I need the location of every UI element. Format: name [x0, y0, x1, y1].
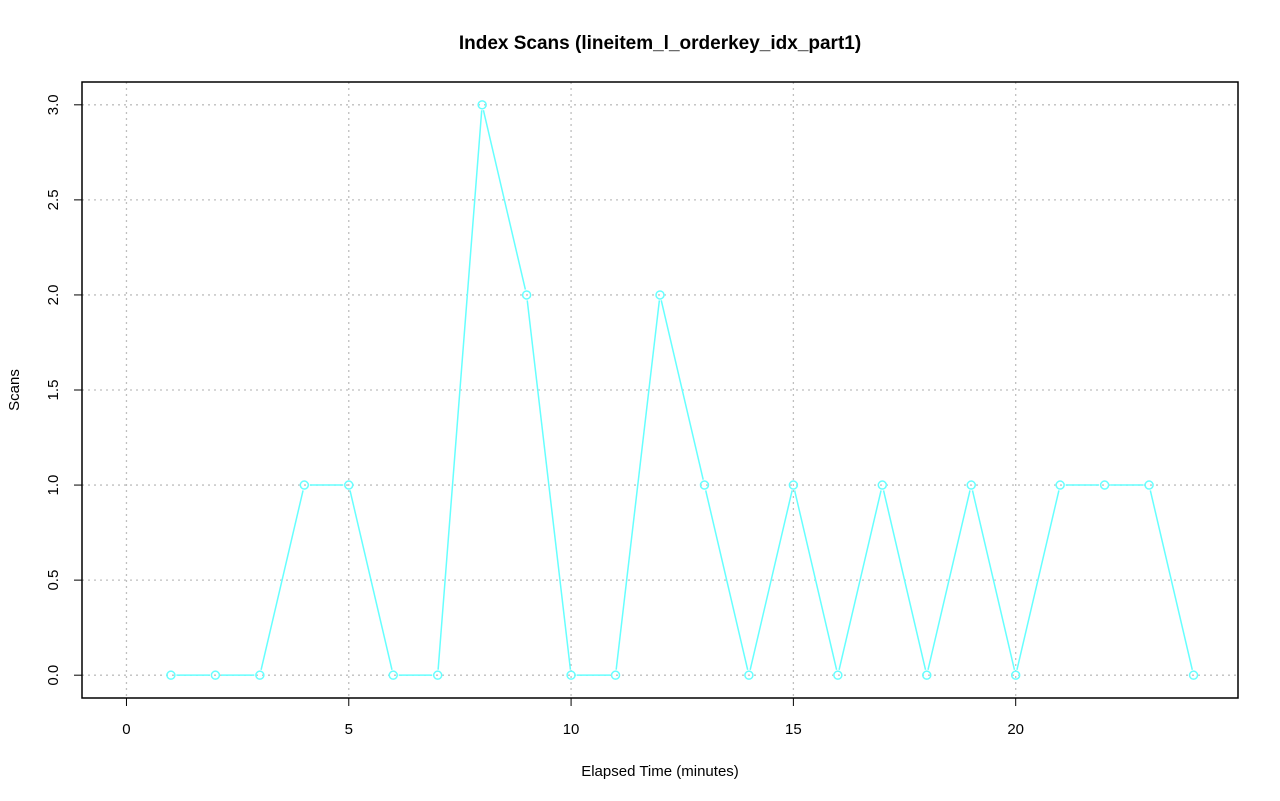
series-line-segment: [526, 300, 572, 670]
chart-title: Index Scans (lineitem_l_orderkey_idx_par…: [459, 33, 861, 54]
series-line-segment: [482, 109, 527, 290]
x-tick-label: 0: [122, 721, 130, 738]
data-point: [299, 480, 310, 490]
series-line-segment: [971, 490, 1016, 671]
series-layer: [166, 100, 1199, 680]
y-tick-label: 2.0: [45, 285, 62, 306]
data-point: [432, 670, 443, 680]
data-point: [1188, 670, 1199, 680]
data-point: [966, 480, 976, 490]
series-line-segment: [927, 490, 971, 671]
x-tick-label: 5: [345, 721, 353, 738]
data-point: [1144, 480, 1154, 490]
data-point: [788, 480, 799, 490]
data-point: [521, 290, 532, 300]
x-axis: 0 5 10 15 20: [122, 698, 1024, 738]
y-tick-label: 1.0: [45, 475, 62, 496]
y-tick-label: 0.0: [45, 665, 62, 686]
data-point: [388, 670, 398, 680]
series-line-segment: [349, 490, 393, 671]
data-point: [922, 670, 932, 680]
series-line-segment: [660, 300, 704, 480]
data-point: [1010, 670, 1021, 680]
series-line-segment: [793, 490, 838, 671]
series-line-segment: [882, 490, 927, 671]
data-point: [1099, 480, 1110, 490]
series-line-segment: [437, 110, 483, 670]
y-tick-label: 2.5: [45, 189, 62, 210]
data-point: [1055, 480, 1065, 490]
data-point: [166, 670, 176, 680]
data-point: [210, 670, 221, 680]
x-axis-label: Elapsed Time (minutes): [581, 763, 739, 780]
series-line-segment: [704, 490, 749, 671]
data-point: [610, 670, 621, 680]
series-line-segment: [749, 490, 793, 671]
series-line-segment: [615, 300, 661, 670]
x-tick-label: 20: [1007, 721, 1024, 738]
data-point: [566, 670, 576, 680]
x-tick-label: 10: [563, 721, 580, 738]
data-point: [877, 480, 888, 490]
series-line-segment: [1149, 490, 1194, 671]
data-point: [344, 480, 354, 490]
data-point: [477, 100, 487, 110]
data-point: [255, 670, 265, 680]
data-point: [655, 290, 665, 300]
series-line-segment: [838, 490, 882, 671]
series-line-segment: [1016, 490, 1060, 671]
y-tick-label: 0.5: [45, 570, 62, 591]
series-line-segment: [260, 490, 304, 671]
data-point: [699, 480, 710, 490]
y-tick-label: 1.5: [45, 380, 62, 401]
y-axis-label: Scans: [6, 369, 23, 411]
y-tick-label: 3.0: [45, 94, 62, 115]
x-tick-label: 15: [785, 721, 802, 738]
y-axis: 0.0 0.5 1.0 1.5 2.0 2.5 3.0: [45, 94, 82, 686]
grid: [82, 82, 1238, 698]
data-point: [744, 670, 754, 680]
data-point: [833, 670, 843, 680]
